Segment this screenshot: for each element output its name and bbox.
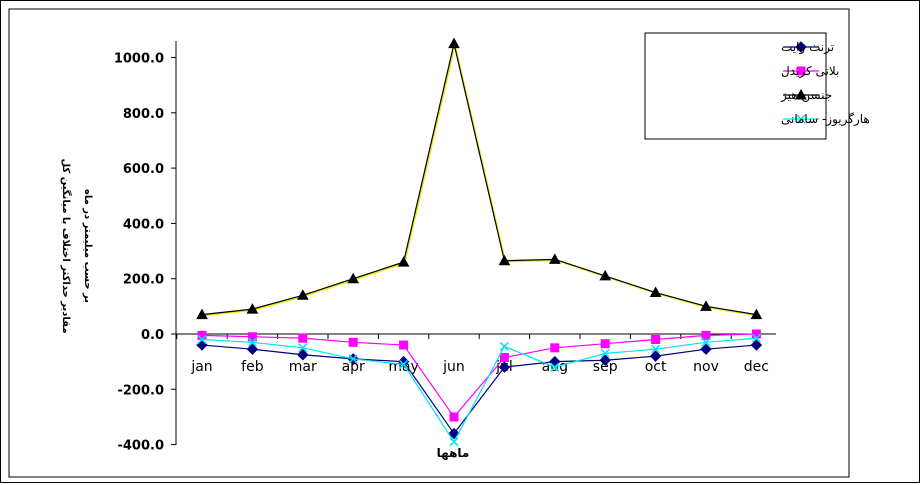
tick-labels: 1000.0 800.0 600.0 400.0 200.0 0.0 -200.0 -400.… bbox=[114, 52, 769, 454]
series-4-point bbox=[651, 344, 661, 354]
series-2-point bbox=[449, 412, 459, 422]
series-4-point bbox=[247, 337, 257, 347]
series-group bbox=[196, 37, 763, 447]
y-tick-label: 0.0 bbox=[141, 328, 164, 343]
y-tick-label: -200.0 bbox=[117, 383, 164, 398]
series-4-line bbox=[201, 337, 757, 444]
legend-item: جنسن هیز bbox=[780, 88, 832, 103]
y-tick-label: 1000.0 bbox=[114, 52, 164, 67]
x-tick-label: nov bbox=[693, 359, 719, 375]
series-3-highlight bbox=[202, 44, 758, 317]
series-3-point bbox=[548, 253, 561, 264]
series-2-point bbox=[298, 333, 308, 343]
series-2-point bbox=[550, 343, 560, 353]
series-2 bbox=[197, 329, 761, 422]
legend-label: ترنث وایت bbox=[781, 40, 834, 55]
series-3-point bbox=[700, 300, 712, 311]
series-3-point bbox=[448, 37, 460, 49]
legend-swatch-marker bbox=[795, 41, 807, 53]
axes bbox=[171, 41, 776, 446]
legend-item: هارگریوز- سامانی bbox=[781, 112, 870, 127]
series-4-point bbox=[399, 359, 409, 369]
series-2-point bbox=[600, 339, 610, 349]
x-axis-title: ماهها bbox=[437, 446, 470, 460]
series-4-point bbox=[197, 334, 207, 345]
y-tick-label: -400.0 bbox=[117, 439, 164, 454]
series-3-point bbox=[296, 289, 309, 300]
series-1-point bbox=[297, 349, 309, 361]
series-2-point bbox=[348, 337, 358, 347]
series-2-point bbox=[499, 353, 509, 363]
x-tick-label: sep bbox=[593, 359, 618, 375]
series-4-point bbox=[499, 341, 509, 351]
series-2-point bbox=[701, 330, 711, 340]
series-1-point bbox=[649, 350, 662, 362]
series-3-point bbox=[649, 286, 662, 298]
x-tick-label: jun bbox=[442, 359, 465, 375]
series-4-point bbox=[550, 362, 560, 372]
series-3-point bbox=[196, 308, 208, 320]
legend-swatch-marker bbox=[796, 114, 806, 124]
legend: ترنث وایت بلانی کریدل جنسن هیز هارگریوز- سا… bbox=[644, 32, 870, 140]
series-3-line bbox=[201, 43, 757, 316]
x-tick-label: apr bbox=[342, 359, 365, 375]
series-3-point bbox=[347, 272, 360, 284]
series-1-point bbox=[246, 343, 259, 355]
series-4-point bbox=[751, 333, 761, 343]
series-1-point bbox=[750, 339, 763, 351]
series-1-point bbox=[700, 343, 712, 355]
x-tick-label: oct bbox=[645, 359, 667, 375]
x-tick-label: jan bbox=[190, 359, 212, 375]
y-axis-title-line1: مقادیر حداکثر اختلاف با میانگین کل bbox=[60, 158, 73, 333]
legend-label: جنسن هیز bbox=[780, 88, 832, 103]
series-2-point bbox=[197, 330, 207, 340]
series-3-point bbox=[599, 269, 612, 281]
series-3-point bbox=[397, 256, 410, 267]
series-2-point bbox=[751, 329, 761, 339]
y-axis-title-line2: بر حسب میلیمتر در ماه bbox=[82, 189, 93, 303]
series-4-point bbox=[298, 343, 308, 353]
x-tick-label: mar bbox=[289, 359, 317, 375]
x-tick-label: feb bbox=[241, 359, 264, 375]
series-3-point bbox=[750, 308, 763, 320]
legend-swatch-marker bbox=[795, 88, 807, 100]
legend-label: هارگریوز- سامانی bbox=[781, 112, 870, 127]
legend-box bbox=[644, 32, 827, 140]
series-1-point bbox=[498, 361, 511, 373]
series-1-line bbox=[201, 344, 757, 435]
legend-label: بلانی کریدل bbox=[781, 64, 839, 79]
legend-item: ترنث وایت bbox=[781, 40, 834, 55]
series-3 bbox=[196, 37, 763, 320]
series-4-point bbox=[600, 348, 610, 358]
y-axis-title: مقادیر حداکثر اختلاف با میانگین کل بر حس… bbox=[60, 158, 93, 333]
series-4 bbox=[197, 333, 761, 447]
series-4-point bbox=[701, 337, 711, 347]
series-3-point bbox=[498, 254, 511, 266]
series-2-line bbox=[201, 333, 757, 418]
y-tick-label: 600.0 bbox=[123, 162, 164, 177]
x-tick-label: dec bbox=[744, 359, 769, 375]
y-tick-label: 800.0 bbox=[123, 107, 164, 122]
series-3-point bbox=[246, 303, 259, 314]
y-tick-label: 400.0 bbox=[123, 217, 164, 232]
legend-item: بلانی کریدل bbox=[781, 64, 839, 79]
legend-swatch-marker bbox=[796, 66, 806, 76]
series-4-point bbox=[449, 437, 459, 447]
series-4-point bbox=[348, 354, 358, 364]
series-1-point bbox=[599, 354, 611, 366]
y-tick-label: 200.0 bbox=[123, 273, 164, 288]
series-2-point bbox=[399, 340, 409, 350]
series-2-point bbox=[247, 332, 257, 342]
series-2-point bbox=[651, 335, 661, 345]
